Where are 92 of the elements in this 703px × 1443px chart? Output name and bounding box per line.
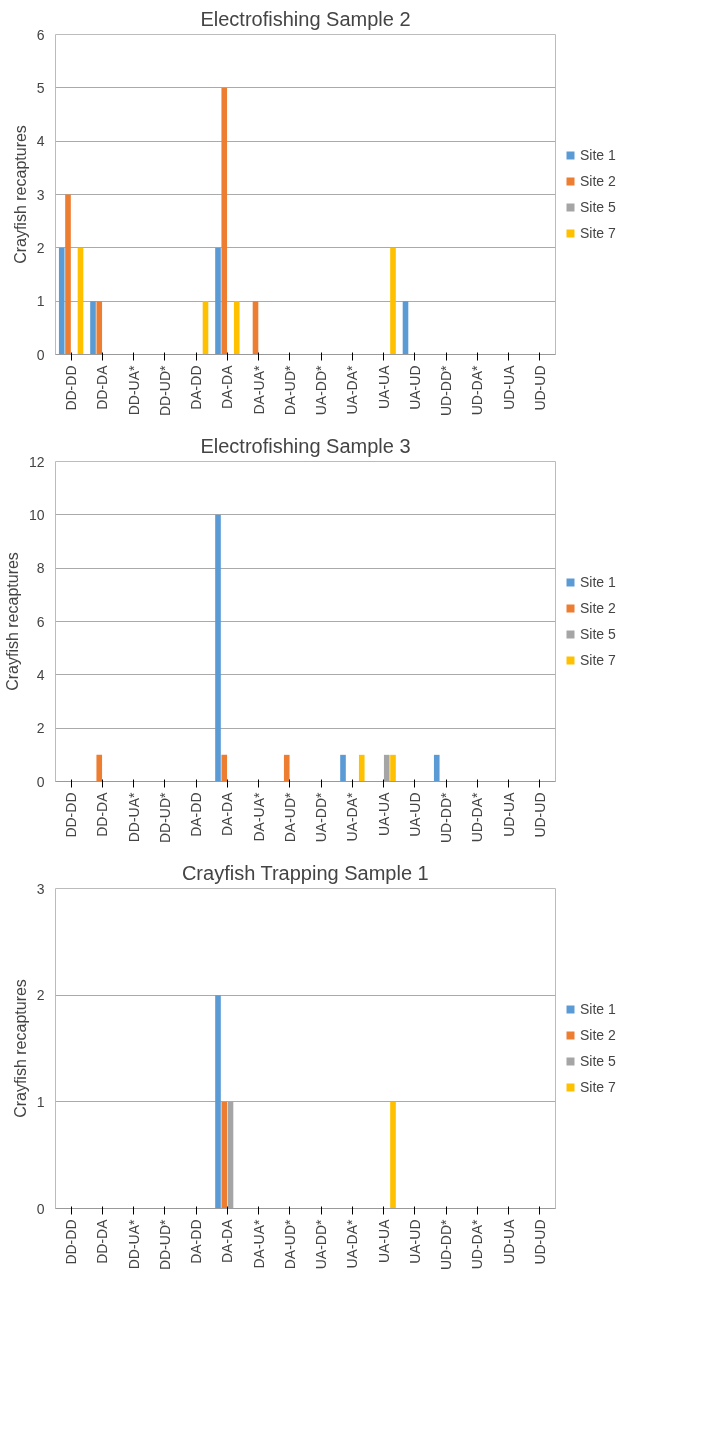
y-tick-label: 12 xyxy=(28,453,45,470)
x-tick-label: DD-DA xyxy=(94,1218,111,1264)
y-tick-label: 1 xyxy=(36,1093,45,1110)
bar xyxy=(221,87,228,355)
y-tick-label: 5 xyxy=(36,79,45,96)
legend-label: Site 1 xyxy=(580,574,616,590)
y-tick-label: 2 xyxy=(36,239,45,256)
x-tick-label: DA-UA* xyxy=(250,791,267,842)
y-tick-label: 10 xyxy=(28,506,45,523)
y-axis-title: Crayfish recaptures xyxy=(11,125,29,264)
y-tick-label: 3 xyxy=(36,880,45,897)
x-tick-label: DD-UD* xyxy=(156,364,173,417)
y-tick-label: 4 xyxy=(36,666,45,683)
y-tick-label: 6 xyxy=(36,613,45,630)
x-tick-label: DA-UA* xyxy=(250,1218,267,1269)
x-tick-label: UA-DD* xyxy=(313,364,330,416)
x-tick-label: DA-UA* xyxy=(250,364,267,415)
legend-label: Site 1 xyxy=(580,147,616,163)
legend-label: Site 5 xyxy=(580,199,616,215)
legend-label: Site 7 xyxy=(580,1079,616,1095)
x-tick-label: UA-UD xyxy=(406,365,423,410)
x-tick-label: DD-UA* xyxy=(125,1218,142,1270)
y-tick-label: 8 xyxy=(36,560,45,577)
x-tick-label: DA-UD* xyxy=(281,791,298,843)
y-tick-label: 2 xyxy=(36,987,45,1004)
y-tick-label: 0 xyxy=(36,773,45,790)
x-tick-label: UD-UA xyxy=(500,1218,517,1264)
y-axis-title: Crayfish recaptures xyxy=(11,979,29,1118)
bar xyxy=(65,194,71,355)
legend-label: Site 7 xyxy=(580,652,616,668)
bar xyxy=(90,301,96,355)
y-tick-label: 1 xyxy=(36,293,45,310)
legend-label: Site 7 xyxy=(580,225,616,241)
x-tick-label: UA-DA* xyxy=(344,364,361,415)
chart-title: Electrofishing Sample 2 xyxy=(200,7,411,30)
x-tick-label: UA-DA* xyxy=(344,791,361,842)
legend-label: Site 2 xyxy=(580,600,616,616)
x-tick-label: UD-DD* xyxy=(438,1218,455,1271)
bar xyxy=(233,301,240,355)
x-tick-label: UA-DD* xyxy=(313,1218,330,1270)
x-tick-label: UD-UD xyxy=(531,1219,548,1265)
x-tick-label: UD-DD* xyxy=(438,364,455,417)
x-tick-label: UA-DA* xyxy=(344,1218,361,1269)
x-tick-label: DA-DA xyxy=(219,791,236,837)
x-tick-label: DD-UD* xyxy=(156,1218,173,1271)
x-tick-label: DD-DD xyxy=(63,792,80,838)
legend-label: Site 5 xyxy=(580,1053,616,1069)
x-tick-label: DA-DD xyxy=(188,1219,205,1264)
y-tick-label: 0 xyxy=(36,1200,45,1217)
y-tick-label: 6 xyxy=(36,26,45,43)
y-tick-label: 0 xyxy=(36,346,45,363)
x-tick-label: DA-UD* xyxy=(281,1218,298,1270)
x-tick-label: UA-UA xyxy=(375,1218,392,1264)
x-tick-label: DA-UD* xyxy=(281,364,298,416)
x-tick-label: DD-UA* xyxy=(125,364,142,416)
x-tick-label: UA-DD* xyxy=(313,791,330,843)
bar xyxy=(96,301,103,355)
x-tick-label: DD-DA xyxy=(94,791,111,837)
x-tick-label: UD-DD* xyxy=(438,791,455,844)
x-tick-label: UD-UA xyxy=(500,791,517,837)
x-tick-label: DD-DD xyxy=(63,1219,80,1265)
chart-title: Crayfish Trapping Sample 1 xyxy=(181,861,429,884)
x-tick-label: DA-DD xyxy=(188,365,205,410)
x-tick-label: UD-UA xyxy=(500,364,517,410)
x-tick-label: DD-UD* xyxy=(156,791,173,844)
bar xyxy=(215,247,221,355)
legend-label: Site 1 xyxy=(580,1001,616,1017)
y-axis-title: Crayfish recaptures xyxy=(3,552,21,691)
x-tick-label: UD-DA* xyxy=(469,791,486,843)
x-tick-label: UD-DA* xyxy=(469,364,486,416)
x-tick-label: UD-DA* xyxy=(469,1218,486,1270)
bar xyxy=(58,247,65,355)
legend-label: Site 2 xyxy=(580,1027,616,1043)
x-tick-label: DD-DD xyxy=(63,365,80,411)
x-tick-label: DA-DD xyxy=(188,792,205,837)
x-tick-label: DA-DA xyxy=(219,1218,236,1264)
legend-label: Site 2 xyxy=(580,173,616,189)
chart-title: Electrofishing Sample 3 xyxy=(200,434,411,457)
bar xyxy=(390,247,396,355)
x-tick-label: DD-UA* xyxy=(125,791,142,843)
y-tick-label: 4 xyxy=(36,133,45,150)
x-tick-label: DA-DA xyxy=(219,364,236,410)
x-tick-label: UD-UD xyxy=(531,365,548,411)
x-tick-label: DD-DA xyxy=(94,364,111,410)
legend-label: Site 5 xyxy=(580,626,616,642)
x-tick-label: UA-UD xyxy=(406,792,423,837)
x-tick-label: UA-UA xyxy=(375,791,392,837)
x-tick-label: UA-UA xyxy=(375,364,392,410)
x-tick-label: UD-UD xyxy=(531,792,548,838)
y-tick-label: 2 xyxy=(36,720,45,737)
y-tick-label: 3 xyxy=(36,186,45,203)
x-tick-label: UA-UD xyxy=(406,1219,423,1264)
